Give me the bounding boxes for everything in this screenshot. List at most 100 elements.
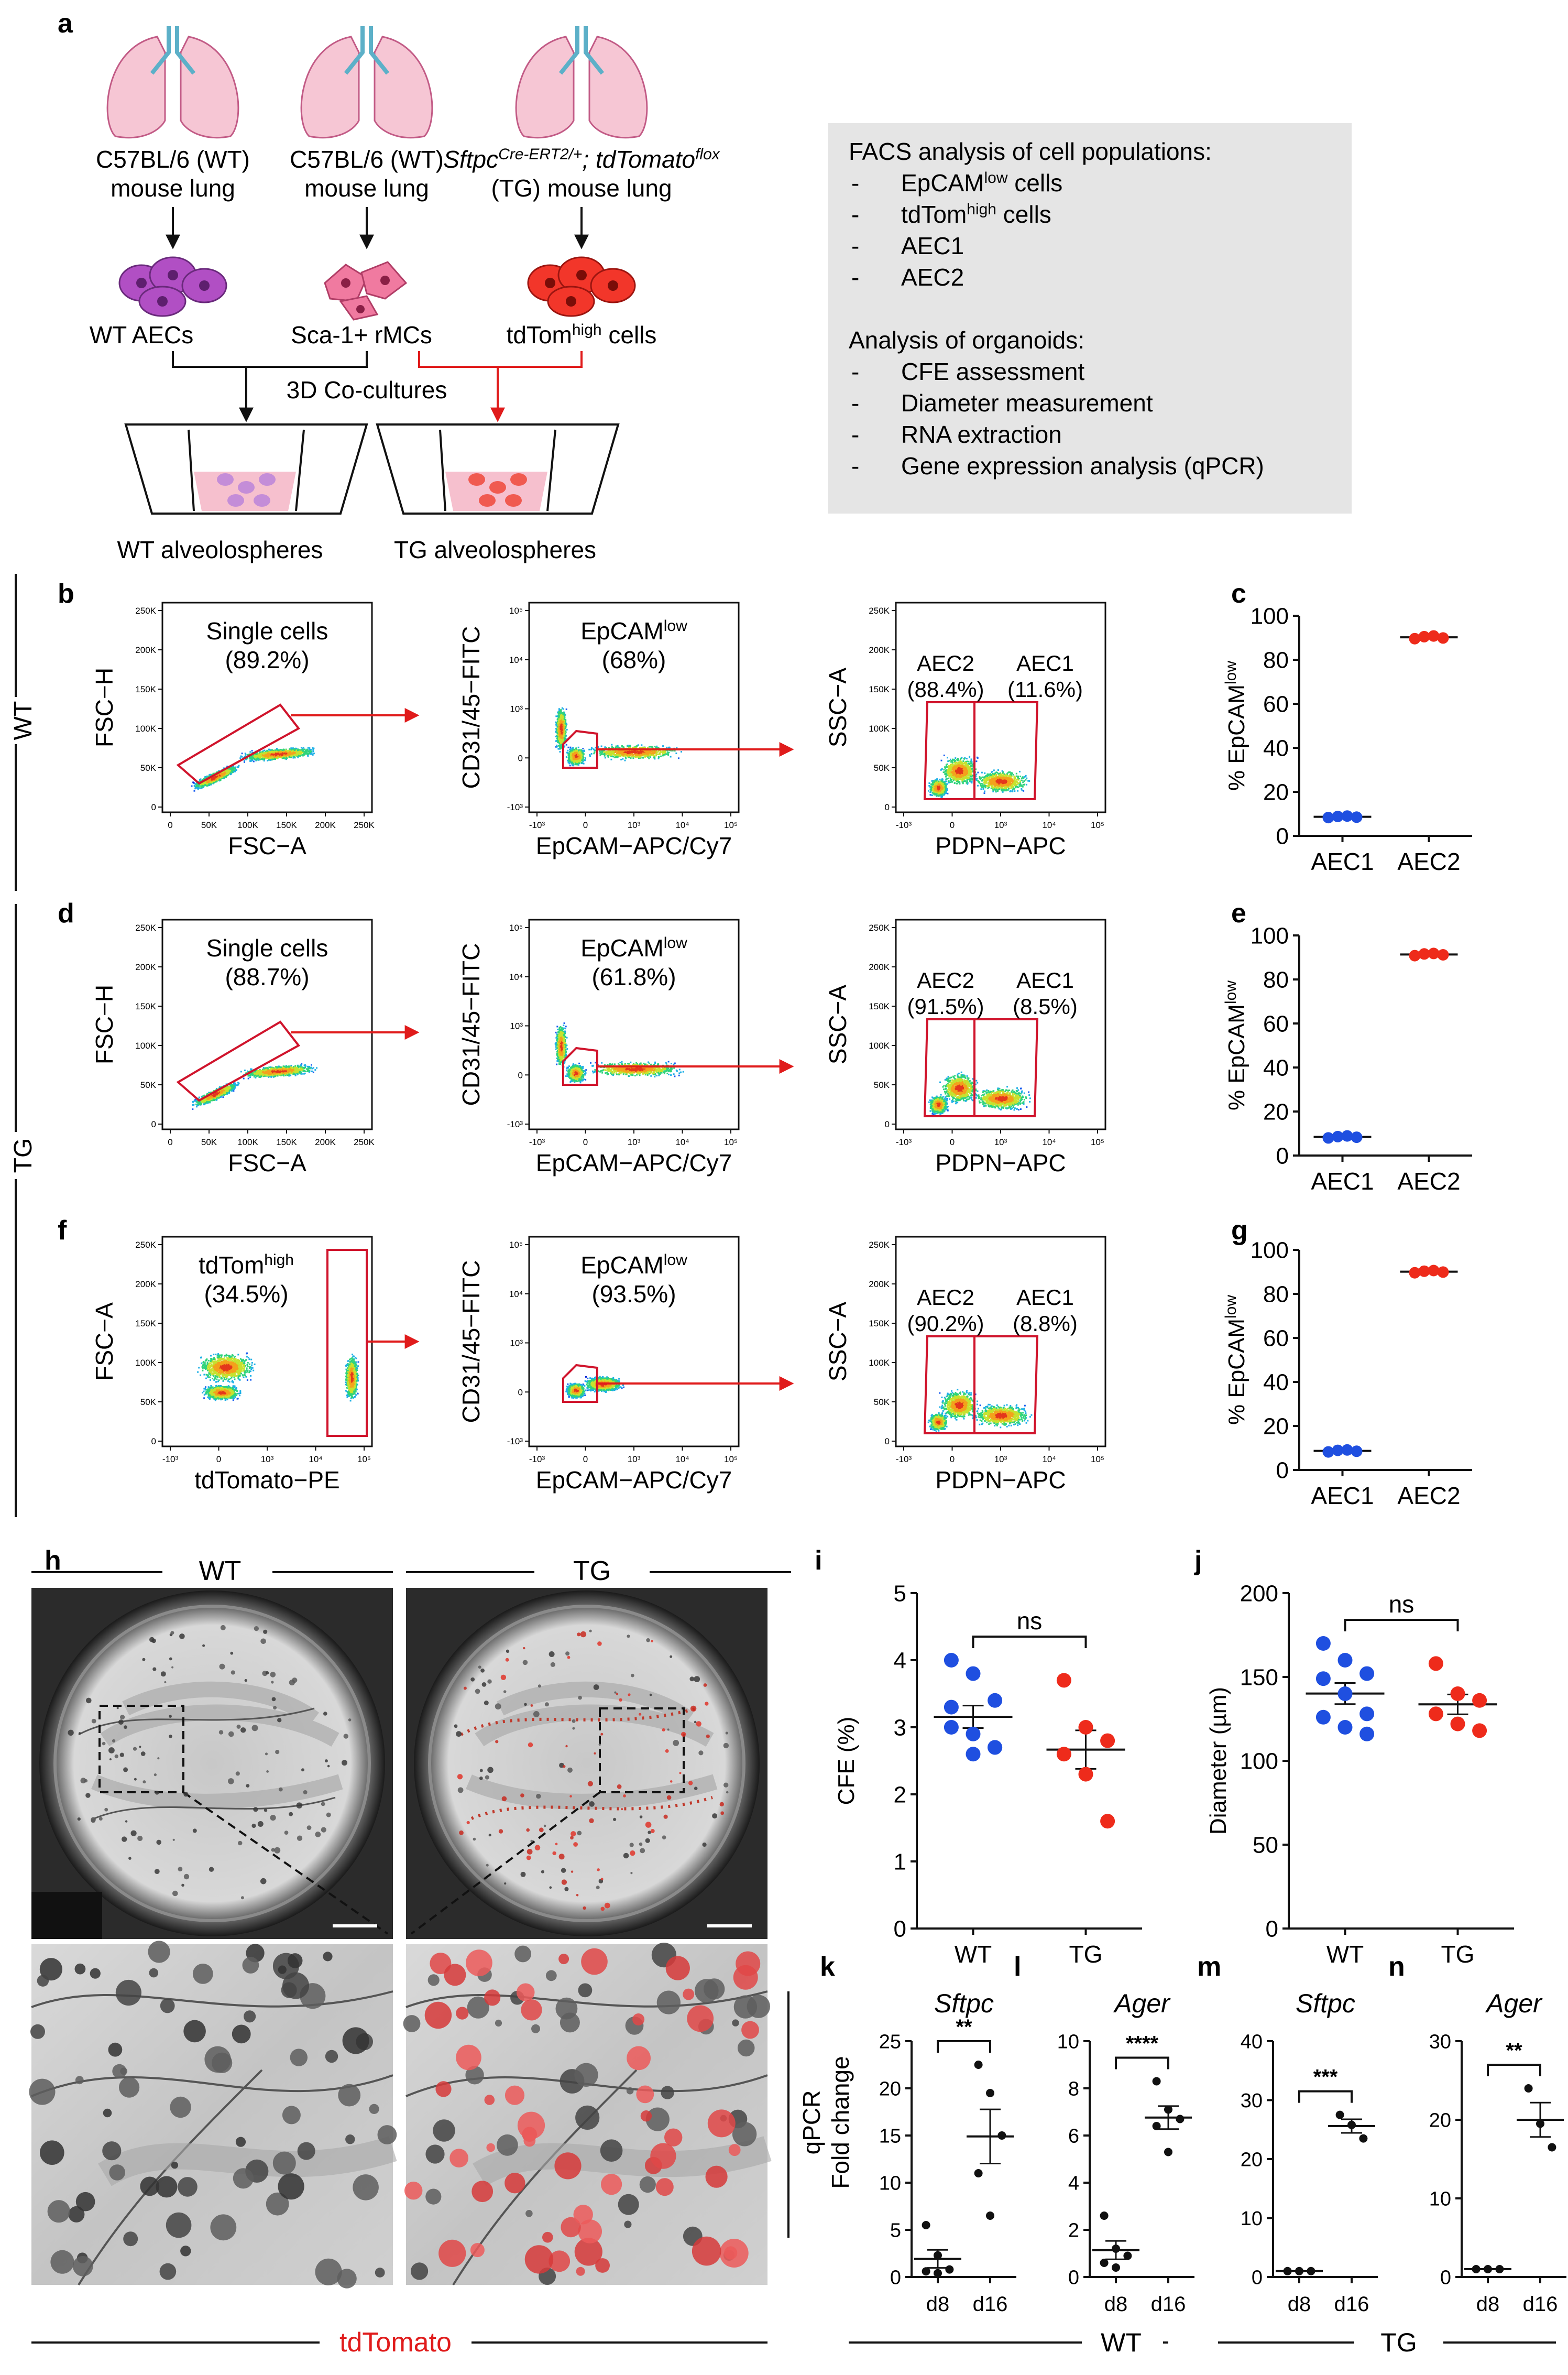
event-dot [302, 750, 304, 752]
event-dot [593, 748, 595, 750]
event-dot [638, 753, 640, 754]
event-dot [569, 765, 571, 766]
event-dot [293, 749, 295, 750]
event-dot [301, 747, 302, 748]
well-tg [377, 424, 618, 514]
event-dot [288, 753, 289, 754]
event-dot [242, 753, 243, 754]
event-dot [280, 756, 281, 757]
event-dot [608, 754, 609, 755]
wt-bracket-label: WT [9, 701, 37, 740]
event-dot [300, 752, 301, 754]
event-dot [253, 761, 255, 762]
event-dot [191, 786, 193, 787]
event-dot [282, 753, 284, 755]
event-dot [272, 754, 274, 756]
event-dot [235, 767, 236, 768]
event-dot [270, 749, 271, 751]
event-dot [203, 787, 204, 788]
x-tick-label: 100K [237, 820, 258, 830]
event-dot [260, 755, 261, 756]
event-dot [307, 755, 309, 757]
facs-item-4: AEC2 [901, 264, 964, 291]
lung-icon-3 [516, 26, 647, 138]
event-dot [604, 753, 606, 755]
event-dot [196, 785, 198, 786]
event-dot [283, 757, 285, 759]
event-dot [216, 776, 218, 777]
event-dot [292, 757, 294, 759]
event-dot [206, 781, 208, 783]
event-dot [304, 751, 305, 753]
facs-item-2-suffix: cells [996, 201, 1051, 228]
event-dot [675, 753, 677, 754]
event-dot [256, 754, 258, 755]
event-dot [599, 750, 601, 752]
event-dot [284, 751, 286, 753]
event-dot [556, 724, 557, 725]
event-dot [656, 754, 657, 755]
event-dot [555, 740, 557, 742]
event-dot [297, 754, 298, 755]
event-dot [223, 777, 225, 778]
flow-y-axis-label: FSC−H [91, 668, 118, 747]
x-tick-label: 200K [315, 820, 336, 830]
facs-item-dash-3: - [851, 232, 859, 259]
event-dot [262, 751, 264, 753]
event-dot [277, 749, 279, 751]
org-item-dash-2: - [851, 389, 859, 417]
event-dot [216, 780, 217, 782]
event-dot [264, 749, 265, 751]
event-dot [644, 756, 646, 758]
event-dot [570, 748, 572, 750]
event-dot [267, 756, 268, 757]
lung-icon-2 [301, 26, 432, 138]
event-dot [588, 749, 590, 750]
event-dot [270, 759, 271, 761]
event-dot [254, 758, 256, 760]
event-dot [273, 751, 275, 753]
event-dot [231, 767, 232, 769]
event-dot [591, 753, 593, 755]
event-dot [214, 777, 216, 778]
event-dot [567, 752, 568, 754]
event-dot [560, 709, 562, 711]
event-dot [195, 787, 197, 789]
event-dot [610, 755, 612, 756]
event-dot [591, 748, 593, 749]
event-dot [291, 749, 292, 750]
facs-box-title: FACS analysis of cell populations: [849, 138, 1212, 165]
event-dot [558, 743, 560, 744]
event-dot [244, 760, 245, 761]
event-dot [276, 757, 278, 759]
x-tick-label: 0 [168, 820, 172, 830]
event-dot [557, 726, 558, 727]
event-dot [271, 751, 272, 753]
coculture-label: 3D Co-cultures [287, 376, 447, 404]
event-dot [198, 787, 199, 789]
event-dot [260, 753, 261, 755]
cells-icon-rmcs [325, 262, 406, 320]
event-dot [235, 769, 237, 771]
event-dot [299, 754, 300, 755]
event-dot [652, 747, 653, 748]
event-dot [229, 770, 231, 771]
event-dot [245, 754, 246, 756]
event-dot [561, 714, 563, 715]
event-dot [244, 761, 245, 763]
org-item-2: Diameter measurement [901, 389, 1153, 417]
event-dot [251, 760, 253, 761]
event-dot [313, 753, 315, 754]
event-dot [311, 752, 312, 754]
facs-item-dash-1: - [851, 169, 859, 197]
event-dot [302, 755, 304, 757]
lung-2-line2: mouse lung [304, 175, 429, 202]
event-dot [269, 757, 270, 758]
event-dot [632, 756, 634, 757]
event-dot [276, 751, 277, 753]
event-dot [238, 765, 239, 767]
